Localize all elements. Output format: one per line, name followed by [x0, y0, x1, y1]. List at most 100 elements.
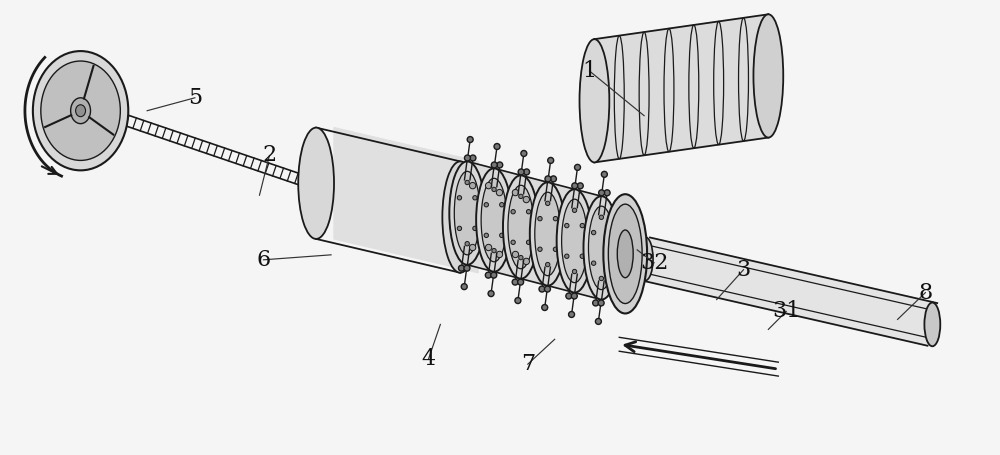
Circle shape — [548, 157, 554, 163]
Circle shape — [607, 230, 611, 235]
Circle shape — [591, 230, 596, 235]
Circle shape — [539, 197, 545, 203]
Circle shape — [577, 272, 583, 278]
Circle shape — [550, 265, 556, 272]
Circle shape — [553, 247, 558, 252]
Circle shape — [458, 265, 464, 271]
Ellipse shape — [562, 199, 587, 283]
Circle shape — [484, 233, 488, 238]
Circle shape — [515, 298, 521, 303]
Circle shape — [511, 209, 515, 214]
Circle shape — [473, 196, 477, 200]
Circle shape — [538, 217, 542, 221]
Polygon shape — [594, 14, 768, 162]
Text: 32: 32 — [640, 252, 668, 274]
Circle shape — [491, 162, 497, 168]
Circle shape — [521, 151, 527, 157]
Ellipse shape — [530, 182, 566, 286]
Circle shape — [595, 318, 601, 324]
Circle shape — [461, 283, 467, 290]
Ellipse shape — [476, 168, 512, 272]
Text: 7: 7 — [521, 353, 535, 375]
Circle shape — [500, 233, 504, 238]
Circle shape — [523, 197, 529, 203]
Ellipse shape — [637, 237, 653, 281]
Ellipse shape — [557, 189, 592, 293]
Circle shape — [497, 162, 503, 168]
Circle shape — [580, 254, 584, 258]
Circle shape — [500, 202, 504, 207]
Circle shape — [553, 217, 558, 221]
Circle shape — [565, 254, 569, 258]
Circle shape — [485, 244, 492, 251]
Circle shape — [571, 293, 577, 299]
Circle shape — [496, 189, 503, 196]
Polygon shape — [467, 162, 601, 299]
Circle shape — [599, 190, 605, 196]
Circle shape — [465, 242, 469, 246]
Ellipse shape — [588, 206, 614, 290]
Circle shape — [470, 155, 476, 161]
Circle shape — [572, 269, 577, 274]
Circle shape — [518, 169, 524, 175]
Circle shape — [598, 300, 604, 306]
Circle shape — [485, 272, 491, 278]
Text: 4: 4 — [421, 348, 436, 370]
Circle shape — [538, 247, 542, 252]
Circle shape — [601, 172, 607, 177]
Ellipse shape — [603, 194, 647, 313]
Circle shape — [512, 189, 519, 196]
Circle shape — [539, 258, 545, 265]
Ellipse shape — [508, 185, 534, 269]
Circle shape — [593, 210, 599, 217]
Circle shape — [572, 183, 578, 189]
Ellipse shape — [481, 178, 507, 262]
Circle shape — [599, 276, 604, 281]
Circle shape — [465, 180, 469, 185]
Circle shape — [566, 293, 572, 299]
Circle shape — [545, 176, 551, 182]
Ellipse shape — [608, 204, 642, 303]
Polygon shape — [334, 127, 478, 273]
Circle shape — [544, 286, 550, 292]
Circle shape — [473, 226, 477, 231]
Ellipse shape — [924, 303, 940, 346]
Circle shape — [599, 215, 604, 219]
Circle shape — [512, 279, 518, 285]
Circle shape — [593, 300, 599, 306]
Ellipse shape — [535, 192, 561, 276]
Ellipse shape — [617, 230, 633, 278]
Circle shape — [469, 182, 476, 189]
Circle shape — [519, 255, 523, 260]
Circle shape — [577, 183, 583, 189]
Circle shape — [593, 272, 599, 278]
Ellipse shape — [583, 196, 619, 299]
Circle shape — [526, 209, 531, 214]
Circle shape — [492, 248, 496, 253]
Circle shape — [485, 182, 492, 189]
Text: 31: 31 — [772, 300, 800, 323]
Text: 8: 8 — [918, 282, 933, 303]
Circle shape — [469, 244, 476, 251]
Text: 1: 1 — [582, 60, 597, 82]
Circle shape — [566, 265, 572, 272]
Text: 2: 2 — [262, 144, 276, 167]
Circle shape — [604, 190, 610, 196]
Circle shape — [577, 210, 583, 217]
Ellipse shape — [41, 61, 120, 161]
Circle shape — [572, 208, 577, 212]
Circle shape — [492, 187, 496, 192]
Circle shape — [457, 196, 462, 200]
Circle shape — [494, 143, 500, 150]
Ellipse shape — [298, 127, 334, 239]
Circle shape — [512, 251, 519, 258]
Circle shape — [523, 258, 529, 265]
Ellipse shape — [33, 51, 128, 170]
Circle shape — [569, 312, 575, 318]
Text: 5: 5 — [188, 87, 202, 109]
Ellipse shape — [76, 105, 86, 116]
Circle shape — [546, 263, 550, 267]
Ellipse shape — [503, 175, 539, 278]
Ellipse shape — [580, 39, 609, 162]
Ellipse shape — [449, 162, 485, 265]
